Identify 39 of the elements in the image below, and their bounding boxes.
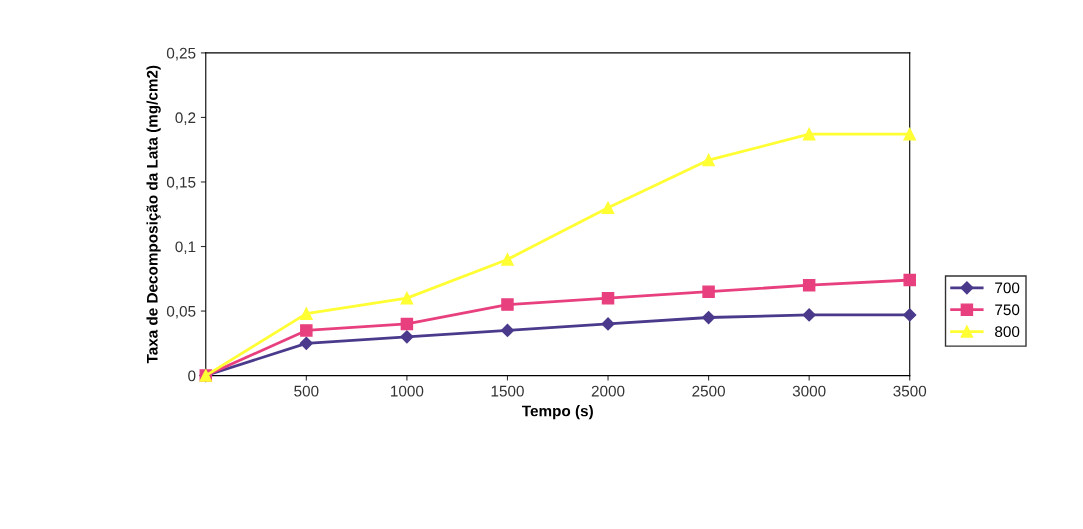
legend-label: 700	[995, 282, 1020, 294]
point	[601, 201, 615, 215]
x-tick-label: 3000	[792, 385, 826, 397]
point	[702, 310, 716, 325]
y-tick-label: 0,2	[175, 112, 196, 125]
point	[702, 153, 715, 167]
point	[702, 285, 715, 298]
point	[400, 291, 414, 305]
x-tick-label: 1500	[491, 385, 524, 397]
y-tick-label: 0,1	[175, 241, 196, 254]
point	[400, 330, 414, 344]
y-tick-label: 0,05	[166, 305, 196, 319]
point	[400, 317, 414, 331]
point	[903, 273, 916, 287]
legend-label: 800	[995, 326, 1020, 338]
point	[300, 307, 313, 320]
x-tick-label: 500	[294, 385, 319, 397]
x-axis-title: Tempo (s)	[521, 405, 593, 420]
x-tick-label: 2000	[591, 385, 625, 397]
point	[299, 336, 313, 350]
point	[501, 298, 514, 311]
point	[903, 308, 917, 322]
point	[601, 317, 615, 331]
point	[802, 127, 816, 141]
x-tick-label: 3500	[893, 385, 927, 397]
y-tick-label: 0	[188, 370, 196, 382]
y-axis-title: Taxa de Decomposição da Lata (mg/cm2)	[146, 65, 161, 364]
y-tick-label: 0,25	[166, 47, 196, 61]
point	[802, 278, 816, 292]
x-tick-label: 2500	[692, 385, 725, 397]
point	[501, 253, 514, 266]
point	[903, 127, 916, 141]
point	[802, 308, 816, 322]
point	[500, 323, 515, 338]
x-tick-label: 1000	[391, 385, 424, 397]
legend-label: 750	[995, 304, 1020, 316]
point	[601, 291, 615, 305]
point	[300, 324, 313, 337]
y-tick-label: 0,15	[166, 176, 196, 190]
